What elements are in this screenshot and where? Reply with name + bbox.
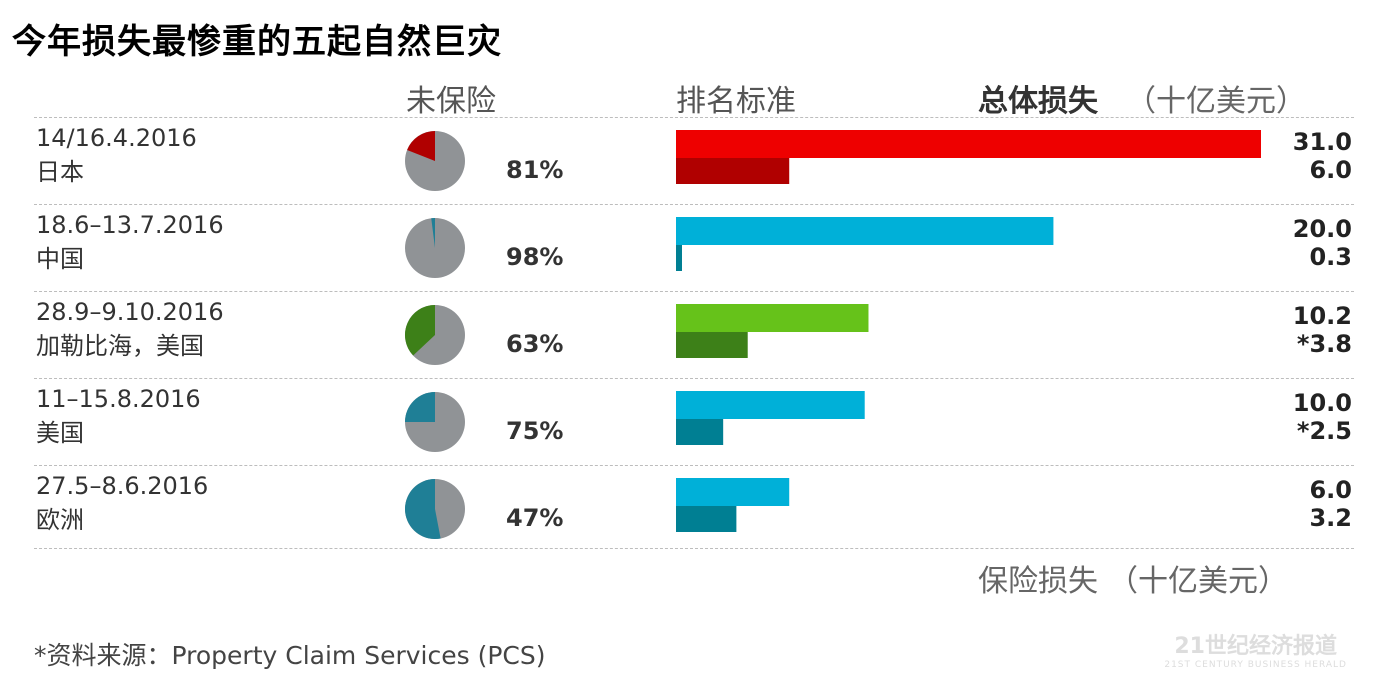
insured-loss-value: 6.0 [1309, 156, 1352, 184]
row-region: 美国 [36, 419, 84, 447]
total-loss-header: 总体损失 [978, 84, 1098, 119]
insured-loss-value: 0.3 [1309, 243, 1352, 271]
row-region: 欧洲 [36, 506, 84, 534]
watermark-logo: 21世纪经济报道 21ST CENTURY BUSINESS HERALD [1164, 628, 1347, 670]
ranking-header: 排名标准 [676, 84, 796, 119]
uninsured-pie [405, 218, 465, 278]
row-date: 27.5–8.6.2016 [36, 472, 209, 500]
uninsured-pie [405, 131, 465, 191]
insured-loss-label: 保险损失 [978, 564, 1098, 599]
row-region: 日本 [36, 158, 84, 186]
row-caribbean-usa: 28.9–9.10.2016 加勒比海，美国 63% 10.2 *3.8 [34, 291, 1354, 379]
uninsured-header: 未保险 [406, 84, 496, 119]
uninsured-percent: 81% [506, 156, 564, 184]
total-loss-value: 10.2 [1292, 302, 1352, 330]
uninsured-pie [405, 392, 465, 452]
total-loss-value: 6.0 [1309, 476, 1352, 504]
total-loss-value: 31.0 [1292, 128, 1352, 156]
watermark-subtext: 21ST CENTURY BUSINESS HERALD [1164, 660, 1347, 670]
row-date: 11–15.8.2016 [36, 385, 201, 413]
total-loss-value: 10.0 [1292, 389, 1352, 417]
pie-insured-slice [407, 131, 435, 161]
total-loss-unit: （十亿美元） [1126, 84, 1306, 119]
row-date: 14/16.4.2016 [36, 124, 197, 152]
pie-insured-slice [431, 218, 435, 248]
row-region: 中国 [36, 245, 84, 273]
row-date: 28.9–9.10.2016 [36, 298, 224, 326]
row-europe: 27.5–8.6.2016 欧洲 47% 6.0 3.2 [34, 465, 1354, 553]
row-date: 18.6–13.7.2016 [36, 211, 224, 239]
insured-loss-value: 3.2 [1309, 504, 1352, 532]
total-loss-value: 20.0 [1292, 215, 1352, 243]
bottom-divider [34, 548, 1354, 549]
uninsured-percent: 63% [506, 330, 564, 358]
uninsured-percent: 47% [506, 504, 564, 532]
insured-loss-unit: （十亿美元） [1108, 564, 1288, 599]
insured-loss-value: *2.5 [1296, 417, 1352, 445]
row-japan: 14/16.4.2016 日本 81% 31.0 6.0 [34, 117, 1354, 205]
chart-title: 今年损失最惨重的五起自然巨灾 [12, 22, 502, 62]
watermark-text: 21世纪经济报道 [1174, 634, 1337, 659]
insured-loss-value: *3.8 [1296, 330, 1352, 358]
uninsured-percent: 75% [506, 417, 564, 445]
uninsured-percent: 98% [506, 243, 564, 271]
pie-insured-slice [405, 479, 441, 539]
row-usa: 11–15.8.2016 美国 75% 10.0 *2.5 [34, 378, 1354, 466]
source-note: *资料来源：Property Claim Services (PCS) [34, 641, 546, 670]
row-region: 加勒比海，美国 [36, 332, 204, 360]
uninsured-pie [405, 479, 465, 539]
uninsured-pie [404, 305, 465, 365]
pie-insured-slice [405, 392, 435, 422]
row-china: 18.6–13.7.2016 中国 98% 20.0 0.3 [34, 204, 1354, 292]
pie-insured-slice [404, 305, 435, 356]
insured-loss-footer-label: 保险损失 （十亿美元） [978, 556, 1288, 600]
